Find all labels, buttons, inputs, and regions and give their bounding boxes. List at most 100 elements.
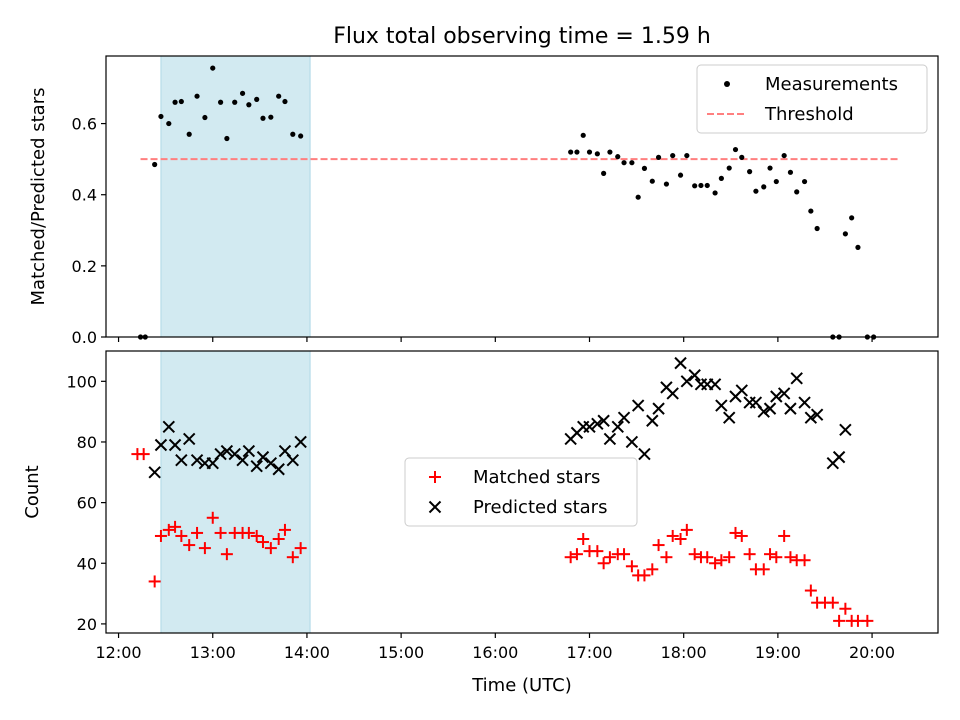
top-point-0-26 — [586, 149, 593, 155]
bottom-point-1-30-b — [625, 435, 639, 449]
bottom-point-0-51 — [757, 563, 770, 576]
top-ytick-label-0: 0.0 — [72, 328, 97, 347]
bottom-point-1-10 — [220, 444, 234, 458]
bottom-point-0-37 — [660, 551, 673, 564]
bottom-point-0-39 — [674, 533, 687, 545]
figure-title: Flux total observing time = 1.59 h — [333, 24, 711, 49]
top-point-0-21 — [290, 131, 296, 137]
bottom-point-0-52 — [764, 548, 777, 561]
top-point-0-50 — [753, 188, 759, 194]
bottom-point-0-4 — [162, 523, 175, 536]
top-point-0-24 — [574, 149, 580, 155]
bottom-point-0-63 — [839, 602, 852, 615]
bottom-point-1-3-b — [168, 438, 182, 452]
top-point-0-56 — [794, 189, 800, 195]
bottom-legend-label-1: Predicted stars — [473, 497, 607, 518]
bottom-point-1-17 — [272, 463, 285, 476]
bottom-point-1-32-b — [638, 447, 651, 461]
top-point-0-11 — [217, 99, 224, 105]
top-point-0-14 — [239, 90, 246, 96]
bottom-point-0-7 — [183, 539, 196, 552]
bottom-point-1-6 — [190, 453, 204, 467]
bottom-point-0-21 — [286, 551, 299, 564]
bottom-point-0-34 — [638, 569, 651, 582]
bottom-point-0-2 — [148, 575, 161, 588]
bottom-point-0-53 — [770, 551, 783, 564]
bottom-point-1-52 — [777, 387, 791, 400]
top-legend-handle-0 — [724, 81, 730, 87]
top-point-0-52 — [767, 165, 773, 171]
bottom-point-1-32 — [638, 447, 651, 461]
top-point-0-51 — [761, 184, 767, 190]
top-point-0-8 — [194, 93, 200, 99]
bottom-point-1-57-b — [810, 408, 824, 421]
bottom-point-0-11 — [214, 526, 227, 539]
bottom-point-1-10-b — [220, 444, 234, 458]
top-point-0-22 — [298, 133, 304, 139]
bottom-point-1-30 — [625, 435, 639, 449]
bottom-point-1-44 — [723, 411, 736, 424]
bottom-xtick-label-7: 19:00 — [755, 643, 801, 662]
top-point-0-48 — [739, 154, 745, 160]
bottom-point-1-28 — [611, 420, 624, 434]
bottom-ytick-label-2: 60 — [77, 494, 97, 513]
bottom-point-1-43 — [715, 399, 728, 412]
bottom-point-0-40 — [680, 523, 693, 536]
bottom-point-1-51-b — [770, 390, 783, 403]
top-point-0-40 — [684, 152, 690, 159]
bottom-point-1-29 — [617, 411, 631, 424]
bottom-point-0-61 — [826, 596, 839, 609]
bottom-point-0-12 — [220, 548, 233, 561]
bottom-legend-box — [404, 457, 638, 527]
top-point-0-29 — [607, 149, 613, 155]
bottom-xtick-label-1: 13:00 — [190, 643, 236, 662]
bottom-point-0-24 — [570, 548, 583, 561]
top-point-0-10 — [210, 65, 216, 71]
bottom-point-0-8 — [191, 526, 204, 539]
bottom-point-1-12-b — [236, 453, 249, 467]
bottom-point-1-54 — [790, 372, 803, 385]
top-point-0-46 — [726, 165, 732, 171]
bottom-point-1-43-b — [715, 399, 728, 412]
bottom-point-0-6 — [175, 529, 188, 542]
bottom-point-1-12 — [236, 453, 249, 467]
bottom-point-1-2-b — [162, 420, 175, 434]
bottom-point-0-66 — [861, 614, 874, 627]
bottom-point-0-15 — [242, 526, 255, 539]
bottom-point-1-0-b — [148, 466, 161, 479]
bottom-xtick-label-3: 15:00 — [378, 643, 424, 662]
top-point-0-45 — [718, 175, 724, 181]
bottom-point-1-25 — [591, 417, 604, 430]
bottom-point-0-22 — [294, 542, 307, 555]
bottom-point-1-49-b — [757, 405, 770, 418]
bottom-point-0-27 — [591, 545, 604, 558]
top-point-0-55 — [787, 169, 794, 175]
bottom-point-1-15 — [256, 450, 270, 464]
bottom-point-1-14 — [250, 460, 263, 473]
bottom-point-0-46 — [723, 551, 736, 564]
top-point-0-47 — [732, 146, 739, 153]
top-y-axis-label: Matched/Predicted stars — [28, 88, 49, 306]
bottom-point-0-49 — [743, 548, 756, 561]
top-ytick-label-2: 0.4 — [72, 186, 97, 205]
bottom-point-1-59 — [832, 450, 846, 464]
bottom-point-1-4 — [175, 453, 188, 467]
bottom-frame — [105, 350, 939, 634]
bottom-point-1-20-b — [294, 435, 307, 449]
bottom-point-1-16 — [264, 456, 278, 470]
top-point-0-63 — [849, 215, 855, 221]
bottom-point-1-50-b — [763, 402, 777, 415]
bottom-point-1-1-b — [154, 438, 168, 452]
bottom-point-0-5 — [169, 520, 182, 533]
top-ytick-label-1: 0.2 — [72, 257, 97, 276]
bottom-point-1-42-b — [708, 378, 722, 391]
top-point-0-38 — [670, 152, 676, 159]
bottom-axes: 12:00 13:00 14:00 15:00 16:00 17:00 18:00 19:00… — [22, 350, 939, 662]
top-point-0-62 — [842, 231, 848, 237]
bottom-point-1-42 — [708, 378, 722, 391]
top-point-0-54 — [781, 152, 787, 159]
top-shaded-interval — [160, 55, 311, 338]
top-point-0-2 — [152, 161, 158, 168]
bottom-point-1-5-b — [182, 432, 196, 446]
bottom-point-1-6-b — [190, 453, 204, 467]
